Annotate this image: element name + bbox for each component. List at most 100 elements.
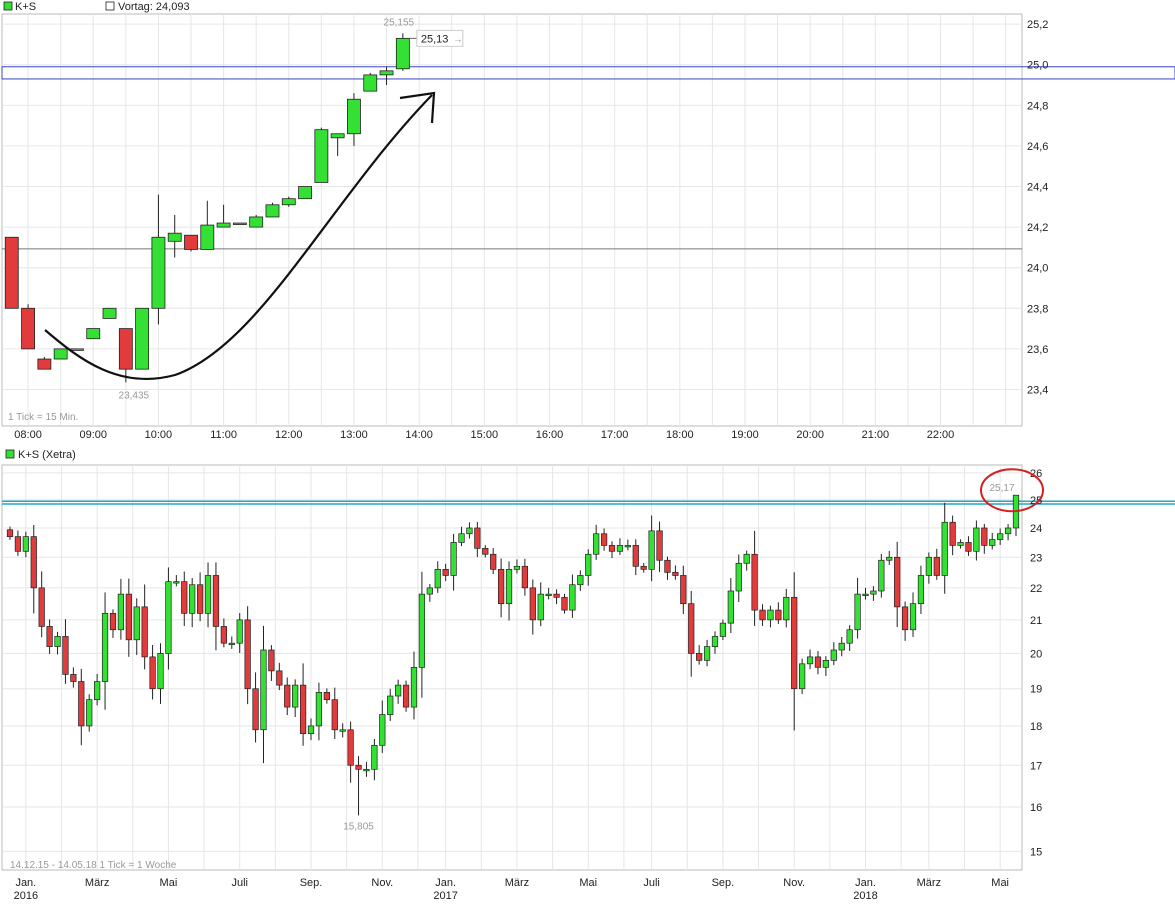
candle-body: [216, 222, 231, 228]
weekly-candle-body: [466, 527, 473, 535]
x-tick-year: 2017: [433, 890, 457, 902]
y-tick-label: 24: [1030, 523, 1042, 535]
y-tick-label: 16: [1030, 802, 1042, 814]
weekly-candle-body: [173, 581, 180, 584]
weekly-candle-body: [640, 565, 647, 570]
y-tick-label: 25,2: [1027, 19, 1048, 31]
high-label: 25,155: [384, 17, 415, 28]
weekly-candle-body: [260, 649, 267, 731]
x-tick-label: 17:00: [601, 429, 629, 441]
y-tick-label: 19: [1030, 684, 1042, 696]
x-tick-label: 18:00: [666, 429, 694, 441]
weekly-candle-body: [743, 553, 750, 564]
x-tick-label: 13:00: [340, 429, 368, 441]
weekly-candle-body: [909, 603, 917, 631]
weekly-candle-body: [751, 553, 758, 611]
x-tick-label: 22:00: [927, 429, 955, 441]
weekly-candle-body: [307, 725, 315, 734]
weekly-candle-body: [608, 545, 616, 552]
weekly-candle-body: [957, 542, 964, 546]
resistance-band: [1, 66, 1175, 80]
weekly-candle-body: [6, 529, 14, 537]
y-tick-label: 15: [1030, 846, 1042, 858]
x-tick-label: 19:00: [731, 429, 759, 441]
weekly-candle-body: [395, 684, 402, 697]
weekly-candle-body: [569, 584, 576, 611]
weekly-candle-body: [767, 609, 774, 621]
y-tick-label: 22: [1030, 583, 1042, 595]
x-tick-label: 14:00: [405, 429, 433, 441]
weekly-candle-body: [632, 545, 639, 567]
weekly-candle-body: [727, 590, 734, 624]
weekly-candle-body: [62, 636, 69, 675]
candle-body: [347, 98, 361, 135]
weekly-candle-body: [474, 527, 481, 549]
candle-body: [4, 236, 19, 309]
weekly-candle-body: [577, 575, 584, 586]
weekly-candle-body: [181, 581, 188, 614]
weekly-candle-body: [997, 533, 1004, 540]
weekly-candle-body: [450, 542, 457, 576]
x-tick-month: Juli: [643, 877, 660, 889]
weekly-candle-body: [696, 653, 703, 661]
weekly-candle-body: [1004, 527, 1012, 535]
weekly-candle-body: [442, 568, 449, 576]
weekly-candle-body: [925, 556, 932, 576]
intraday-plot-area: [1, 13, 1023, 427]
weekly-candle-body: [830, 649, 837, 661]
candle-body: [395, 37, 410, 70]
weekly-candle-body: [553, 593, 560, 598]
x-tick-label: 20:00: [796, 429, 824, 441]
weekly-candle-body: [917, 575, 925, 605]
weekly-candle-body: [268, 649, 275, 672]
x-tick-label: 12:00: [275, 429, 303, 441]
trend-arrow: [44, 94, 433, 380]
weekly-candle-body: [672, 572, 679, 576]
weekly-candle-body: [878, 559, 885, 592]
weekly-candle-body: [521, 565, 529, 589]
weekly-candle-body: [78, 681, 85, 727]
y-tick-label: 18: [1030, 721, 1042, 733]
candle-body: [200, 224, 215, 250]
x-tick-label: 10:00: [145, 429, 173, 441]
x-tick-month: Sep.: [712, 877, 735, 889]
weekly-candle-body: [814, 656, 822, 668]
low-label: 23,435: [119, 390, 150, 401]
x-tick-month: Sep.: [300, 877, 323, 889]
weekly-candle-body: [973, 527, 980, 552]
weekly-high-label: 25,17: [989, 483, 1014, 494]
weekly-candle-body: [989, 539, 996, 546]
weekly-candle-body: [402, 684, 410, 708]
candle-body: [102, 307, 117, 319]
legend-swatch-vortag: [105, 1, 115, 11]
x-tick-month: Nov.: [371, 877, 393, 889]
weekly-candle-body: [497, 568, 505, 605]
y-tick-label: 23: [1030, 552, 1042, 564]
x-tick-month: Jan.: [435, 877, 456, 889]
weekly-candle-body: [759, 609, 766, 621]
weekly-candle-body: [870, 590, 877, 595]
weekly-candle-body: [189, 584, 196, 614]
weekly-candle-body: [648, 530, 655, 570]
weekly-candle-body: [719, 622, 727, 637]
y-tick-label: 23,6: [1027, 344, 1048, 356]
candle-body: [249, 216, 264, 228]
y-tick-label: 24,2: [1027, 222, 1048, 234]
weekly-candle-body: [434, 568, 441, 589]
x-tick-month: März: [917, 877, 941, 889]
candle-body: [37, 358, 52, 370]
weekly-candle-body: [244, 619, 251, 690]
candle-body: [53, 348, 68, 360]
x-tick-month: Juli: [231, 877, 248, 889]
weekly-candle-body: [941, 521, 948, 576]
weekly-candle-body: [363, 768, 370, 772]
weekly-candle-body: [117, 593, 125, 631]
candle-body: [330, 133, 345, 139]
x-tick-label: 09:00: [79, 429, 107, 441]
weekly-candle-body: [220, 626, 227, 644]
weekly-candle-body: [886, 556, 893, 561]
weekly-candle-body: [292, 684, 299, 708]
legend-swatch-xetra: [5, 449, 15, 459]
x-tick-month: März: [505, 877, 529, 889]
